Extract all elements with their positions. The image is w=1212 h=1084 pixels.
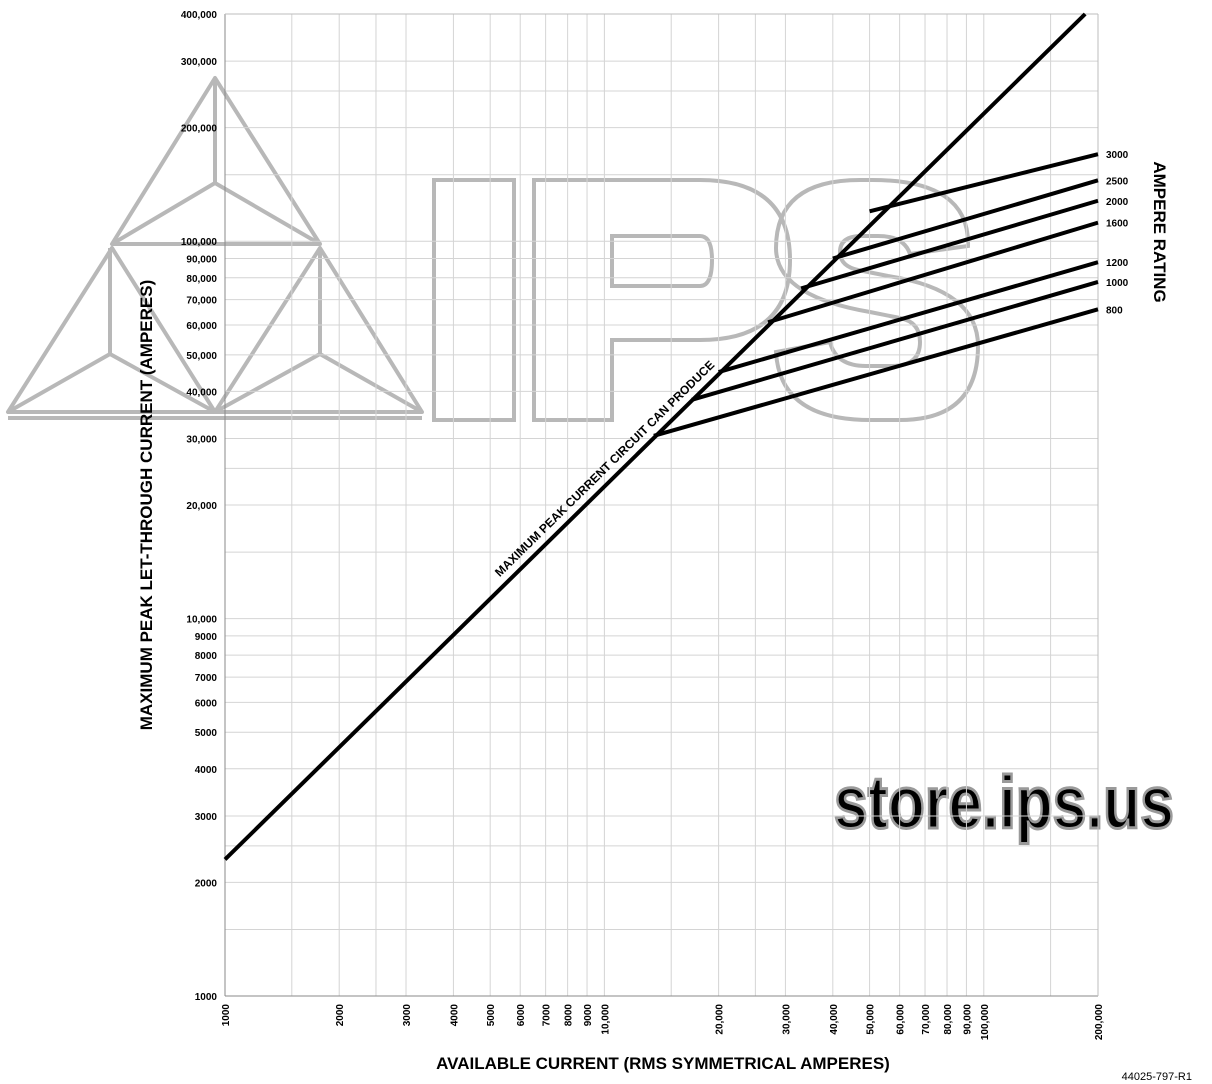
- y-tick-label: 50,000: [186, 351, 217, 362]
- y-tick-label: 40,000: [186, 387, 217, 398]
- x-tick-label: 20,000: [715, 1004, 726, 1035]
- x-tick-label: 5000: [486, 1004, 497, 1027]
- x-tick-label: 1000: [221, 1004, 232, 1027]
- x-tick-label: 80,000: [943, 1004, 954, 1035]
- logo-triangle-top: [110, 76, 322, 246]
- y-tick-label: 200,000: [181, 124, 218, 135]
- y-tick-label: 1000: [195, 992, 218, 1003]
- watermark-url: store.ips.us: [834, 761, 1174, 844]
- rating-label: 800: [1106, 305, 1123, 316]
- y-tick-label: 90,000: [186, 254, 217, 265]
- y-tick-label: 7000: [195, 673, 218, 684]
- x-tick-label: 6000: [516, 1004, 527, 1027]
- x-tick-label: 4000: [449, 1004, 460, 1027]
- x-tick-label: 9000: [583, 1004, 594, 1027]
- logo-letter-p: [532, 178, 793, 422]
- y-tick-label: 70,000: [186, 296, 217, 307]
- rating-label: 2500: [1106, 176, 1129, 187]
- drawing-number: 44025-797-R1: [1122, 1071, 1192, 1083]
- y-tick-label: 2000: [195, 878, 218, 889]
- y-tick-label: 400,000: [181, 10, 218, 21]
- rating-line-1000: [691, 280, 1099, 402]
- x-tick-label: 30,000: [781, 1004, 792, 1035]
- x-tick-label: 200,000: [1094, 1004, 1105, 1041]
- y-tick-label: 30,000: [186, 435, 217, 446]
- y-tick-label: 4000: [195, 765, 218, 776]
- grid: [224, 13, 1099, 997]
- y-tick-label: 9000: [195, 632, 218, 643]
- series-lines: 3000 2500 2000 1600 1200 1000 800: [223, 12, 1129, 861]
- x-tick-label: 90,000: [962, 1004, 973, 1035]
- x-tick-label: 70,000: [921, 1004, 932, 1035]
- x-axis-title: AVAILABLE CURRENT (RMS SYMMETRICAL AMPER…: [436, 1054, 890, 1073]
- logo-triangle-left: [6, 246, 217, 414]
- y-tick-label: 5000: [195, 728, 218, 739]
- watermark: store.ips.us: [6, 76, 1176, 846]
- x-tick-label: 3000: [402, 1004, 413, 1027]
- rating-label: 1200: [1106, 258, 1129, 269]
- y-tick-label: 10,000: [186, 615, 217, 626]
- y-tick-label: 300,000: [181, 57, 218, 68]
- rating-label: 2000: [1106, 197, 1129, 208]
- y-tick-label: 20,000: [186, 501, 217, 512]
- rating-line-1600: [767, 220, 1099, 325]
- x-tick-label: 60,000: [896, 1004, 907, 1035]
- rating-line-800: [653, 307, 1099, 438]
- logo-letter-i: [432, 178, 516, 422]
- rating-line-3000: [869, 152, 1099, 214]
- rating-line-2000: [800, 198, 1099, 291]
- axes: 1000 2000 3000 4000 5000 6000 7000 8000 9000 10,0…: [181, 10, 1105, 1040]
- y-tick-label: 100,000: [181, 237, 218, 248]
- y-tick-label: 8000: [195, 651, 218, 662]
- x-tick-label: 50,000: [866, 1004, 877, 1035]
- rating-line-1200: [718, 260, 1099, 375]
- y-tick-label: 6000: [195, 698, 218, 709]
- rating-label: 1000: [1106, 278, 1129, 289]
- ampere-rating-title: AMPERE RATING: [1150, 161, 1169, 302]
- y-tick-label: 3000: [195, 812, 218, 823]
- x-tick-label: 2000: [335, 1004, 346, 1027]
- rating-label: 1600: [1106, 219, 1129, 230]
- y-tick-label: 80,000: [186, 274, 217, 285]
- x-tick-label: 100,000: [980, 1004, 991, 1041]
- logo-letter-s: [773, 178, 981, 422]
- y-tick-label: 60,000: [186, 321, 217, 332]
- x-tick-label: 8000: [564, 1004, 575, 1027]
- x-tick-label: 40,000: [829, 1004, 840, 1035]
- rating-label: 3000: [1106, 150, 1129, 161]
- x-tick-label: 7000: [542, 1004, 553, 1027]
- rating-line-2500: [832, 178, 1099, 261]
- x-tick-label: 10,000: [600, 1004, 611, 1035]
- y-axis-title: MAXIMUM PEAK LET-THROUGH CURRENT (AMPERE…: [137, 280, 156, 731]
- logo-triangle-right: [213, 246, 424, 414]
